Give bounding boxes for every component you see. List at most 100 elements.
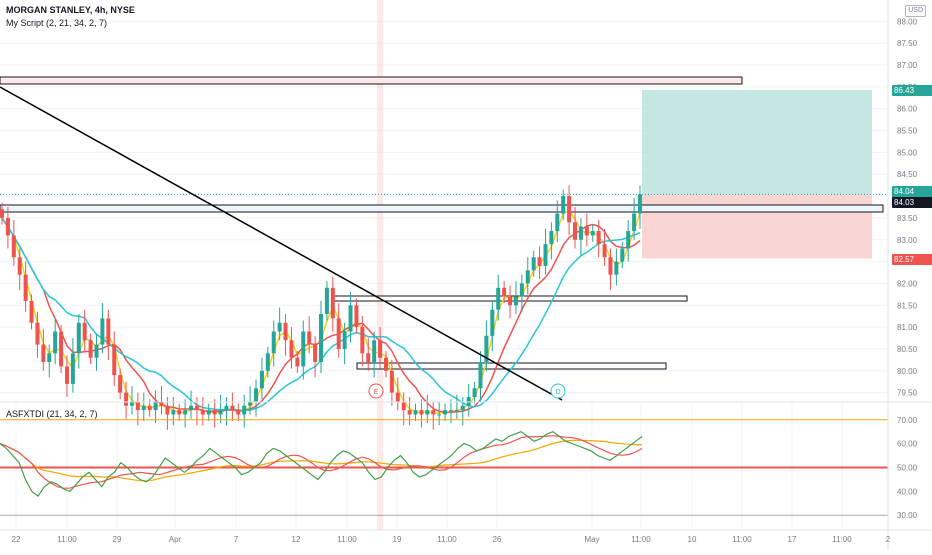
candle-body <box>277 322 282 332</box>
candle-body <box>171 410 176 415</box>
candle-body <box>283 322 288 341</box>
candle-body <box>319 314 323 363</box>
time-tick-label: 11:00 <box>631 535 651 544</box>
candle-body <box>29 300 34 323</box>
time-tick-label: 26 <box>493 535 502 544</box>
osc-slow-line <box>0 439 643 482</box>
candle-body <box>17 257 22 275</box>
candle-body <box>301 331 306 367</box>
candle-body <box>378 340 383 358</box>
candle-body <box>336 318 341 349</box>
candle-body <box>578 226 583 240</box>
candle-body <box>11 235 16 258</box>
candle-body <box>348 305 353 332</box>
resistance-box <box>0 76 743 85</box>
candle-body <box>596 231 601 245</box>
oscillator-layer <box>0 419 888 516</box>
candle-body <box>165 405 170 415</box>
candle-body <box>242 405 247 415</box>
candle-body <box>407 410 412 415</box>
candle-body <box>543 244 548 266</box>
candle-body <box>41 344 46 363</box>
candle-body <box>632 213 637 232</box>
candle-body <box>88 340 93 358</box>
candle-body <box>177 410 182 415</box>
time-tick-label: 11:00 <box>57 535 77 544</box>
price-tick-label: 83.50 <box>897 214 918 223</box>
osc-tick-label: 40.00 <box>897 487 918 496</box>
candle-body <box>94 344 99 358</box>
candle-body <box>466 397 471 406</box>
event-badge <box>368 383 384 399</box>
candle-body <box>189 405 194 411</box>
time-tick-label: 2 <box>886 535 891 544</box>
osc-tick-label: 70.00 <box>897 416 918 425</box>
price-tag: 84.03 <box>892 196 932 208</box>
time-tick-label: 12 <box>292 535 301 544</box>
candle-body <box>401 401 406 411</box>
candle-body <box>59 331 64 367</box>
candle-body <box>614 261 619 275</box>
script-legend[interactable]: My Script (2, 21, 34, 2, 7) <box>6 18 108 28</box>
candle-body <box>0 209 4 218</box>
currency-badge[interactable]: USD <box>905 5 926 17</box>
candle-body <box>324 287 329 315</box>
time-tick-label: 11:00 <box>437 535 457 544</box>
candle-body <box>64 366 69 384</box>
candle-body <box>200 410 205 415</box>
candle-body <box>159 401 164 406</box>
candle-body <box>295 357 300 367</box>
time-tick-label: 11:00 <box>337 535 357 544</box>
candle-body <box>106 318 111 345</box>
candle-body <box>112 344 117 376</box>
price-tick-label: 82.00 <box>897 279 918 288</box>
candle-body <box>230 405 235 411</box>
candle-body <box>147 405 152 411</box>
target-zone <box>642 89 872 195</box>
candle-body <box>360 327 365 354</box>
price-tick-label: 88.00 <box>897 17 918 26</box>
osc-signal-line <box>0 435 643 489</box>
time-tick-label: 11:00 <box>732 535 752 544</box>
candle-body <box>76 322 81 354</box>
candle-body <box>141 405 146 411</box>
candle-body <box>549 231 554 245</box>
candle-body <box>502 287 507 297</box>
candle-body <box>508 296 513 306</box>
stop-zone <box>642 194 872 259</box>
candle-body <box>478 362 483 389</box>
level-box-upper <box>0 204 884 213</box>
candle-body <box>100 318 105 345</box>
candle-body <box>513 296 518 306</box>
candle-body <box>413 410 418 415</box>
time-tick-label: 7 <box>234 535 239 544</box>
candle-body <box>35 322 40 345</box>
candle-body <box>70 353 75 384</box>
candle-body <box>366 353 371 363</box>
candle-body <box>289 340 294 358</box>
chart-title[interactable]: MORGAN STANLEY, 4h, NYSE <box>6 5 135 15</box>
candle-body <box>206 410 211 415</box>
candle-body <box>53 331 58 354</box>
oscillator-legend[interactable]: ASFXTDI (21, 34, 2, 7) <box>6 409 98 419</box>
candle-body <box>519 283 524 297</box>
candle-body <box>307 331 312 345</box>
price-tick-label: 81.50 <box>897 301 918 310</box>
time-tick-label: 19 <box>393 535 402 544</box>
candle-body <box>23 274 28 301</box>
candle-body <box>271 331 276 354</box>
candle-body <box>372 340 377 363</box>
candle-body <box>484 335 489 363</box>
price-tick-label: 84.50 <box>897 170 918 179</box>
candle-body <box>153 401 158 411</box>
candle-body <box>265 353 270 371</box>
candle-body <box>82 322 87 341</box>
candle-body <box>490 309 495 336</box>
candle-body <box>212 410 217 415</box>
osc-tick-label: 50.00 <box>897 464 918 473</box>
candle-body <box>342 331 347 349</box>
candle-body <box>590 231 595 236</box>
candle-body <box>425 410 430 415</box>
